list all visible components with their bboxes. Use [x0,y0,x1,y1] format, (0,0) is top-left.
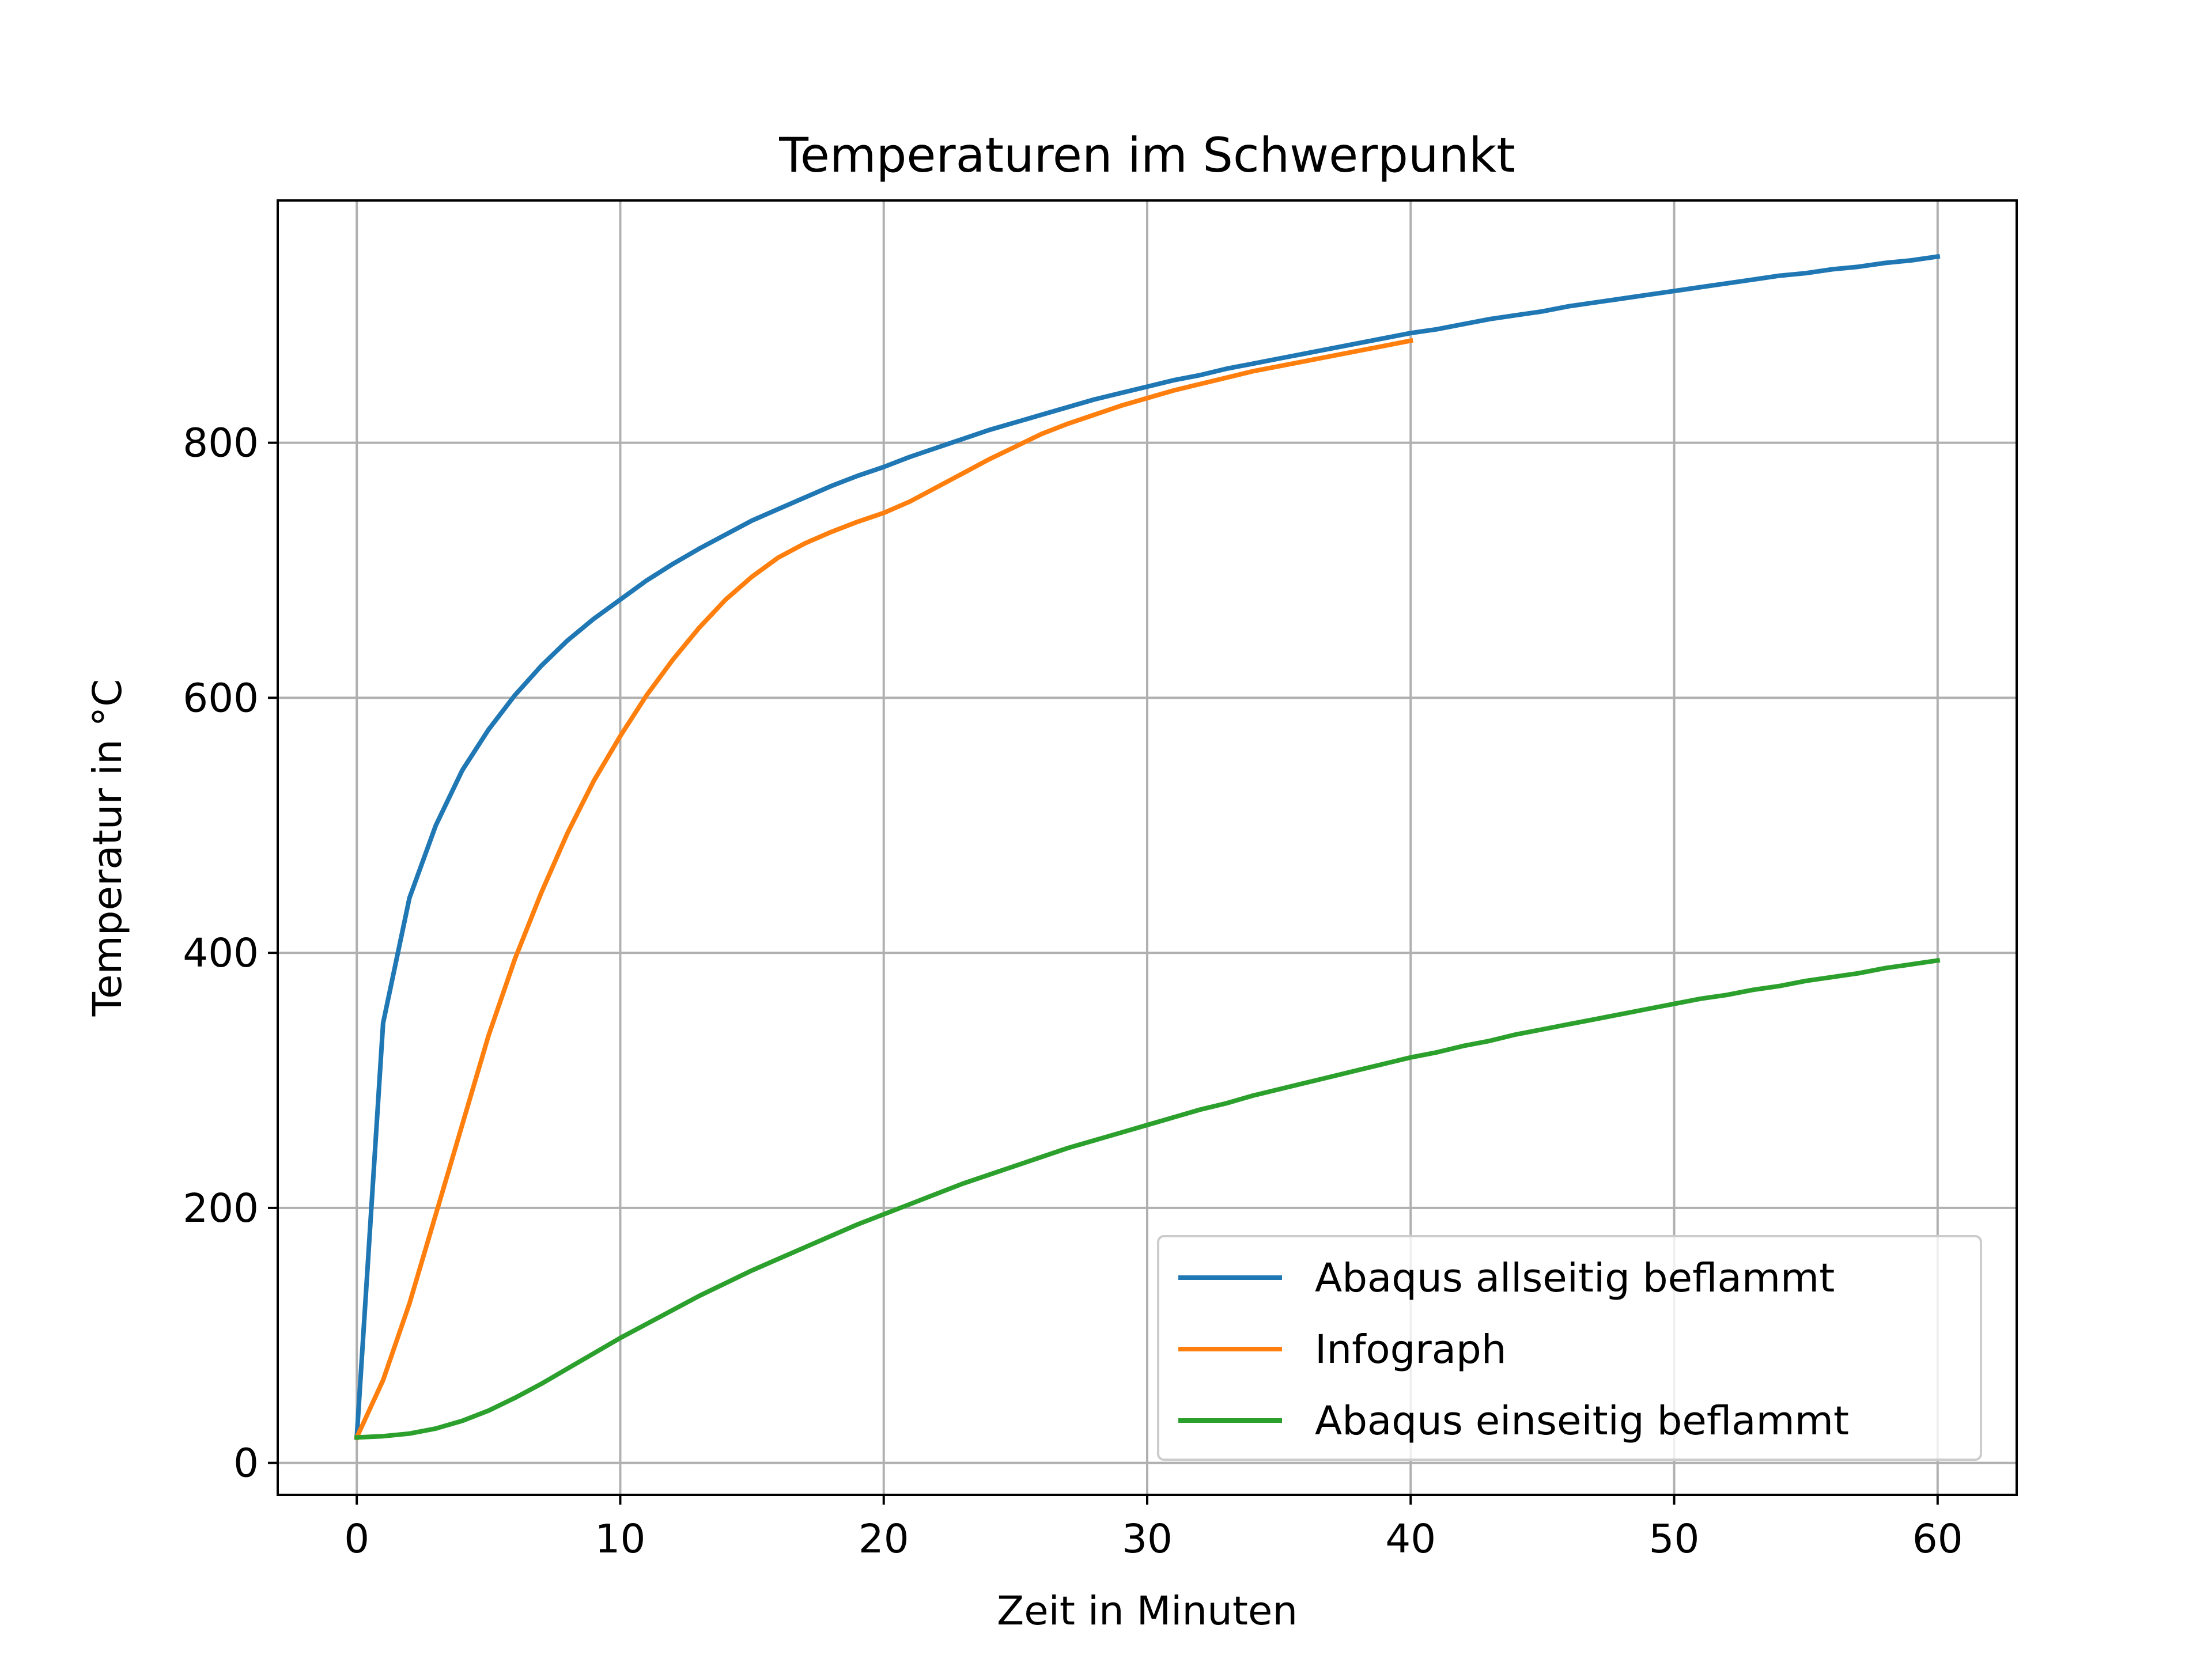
legend: Abaqus allseitig beflammt Infograph Abaqus… [1157,1235,1982,1461]
chart-title: Temperaturen im Schwerpunkt [778,127,1515,183]
x-tick-label: 50 [1649,1516,1700,1562]
y-tick-label: 800 [183,421,259,467]
y-tick-label: 600 [183,675,259,721]
x-axis-title: Zeit in Minuten [997,1588,1298,1634]
x-tick-label: 60 [1912,1516,1963,1562]
series-line-2 [354,957,1941,1440]
series-line-0 [354,253,1941,1440]
x-tick-label: 20 [859,1516,909,1562]
x-tick-label: 0 [344,1516,369,1562]
legend-label-1: Infograph [1315,1327,1507,1373]
y-tick-label: 0 [233,1441,259,1487]
x-tick-label: 40 [1385,1516,1436,1562]
series-line-1 [353,338,1413,1441]
x-tick-label: 30 [1122,1516,1173,1562]
x-tick-label: 10 [595,1516,646,1562]
legend-box [1157,1235,1982,1461]
series-lines [353,253,1941,1441]
legend-label-0: Abaqus allseitig beflammt [1315,1255,1835,1301]
legend-label-2: Abaqus einseitig beflammt [1315,1398,1849,1444]
y-tick-label: 200 [183,1185,259,1232]
y-axis-title: Temperatur in °C [85,679,131,1017]
grid [278,200,2017,1495]
y-tick-label: 400 [183,930,259,976]
